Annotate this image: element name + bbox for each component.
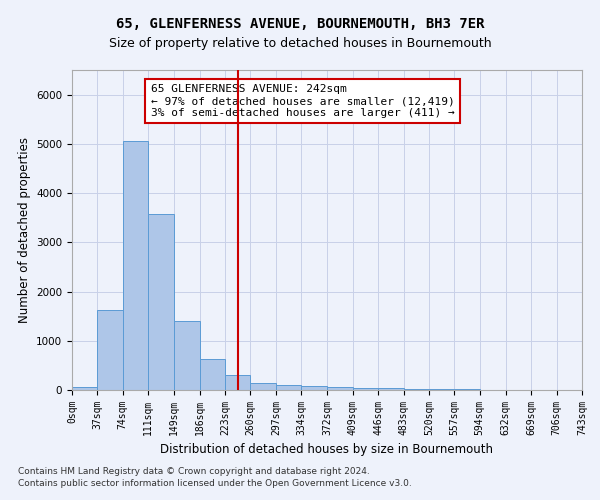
Text: Contains HM Land Registry data © Crown copyright and database right 2024.: Contains HM Land Registry data © Crown c…: [18, 467, 370, 476]
Bar: [353, 388, 378, 390]
Bar: [148, 214, 174, 390]
Text: 65 GLENFERNESS AVENUE: 242sqm
← 97% of detached houses are smaller (12,419)
3% o: 65 GLENFERNESS AVENUE: 242sqm ← 97% of d…: [151, 84, 455, 117]
Bar: [378, 388, 404, 390]
Bar: [328, 387, 353, 390]
Bar: [404, 388, 429, 390]
Text: 65, GLENFERNESS AVENUE, BOURNEMOUTH, BH3 7ER: 65, GLENFERNESS AVENUE, BOURNEMOUTH, BH3…: [116, 18, 484, 32]
X-axis label: Distribution of detached houses by size in Bournemouth: Distribution of detached houses by size …: [161, 444, 493, 456]
Bar: [250, 382, 276, 390]
Bar: [301, 386, 328, 390]
Bar: [429, 389, 454, 390]
Bar: [123, 141, 148, 390]
Bar: [174, 320, 200, 390]
Bar: [225, 376, 250, 390]
Bar: [72, 387, 97, 390]
Y-axis label: Number of detached properties: Number of detached properties: [17, 137, 31, 323]
Bar: [276, 384, 301, 390]
Bar: [200, 360, 225, 390]
Bar: [97, 310, 123, 390]
Text: Size of property relative to detached houses in Bournemouth: Size of property relative to detached ho…: [109, 38, 491, 51]
Text: Contains public sector information licensed under the Open Government Licence v3: Contains public sector information licen…: [18, 478, 412, 488]
